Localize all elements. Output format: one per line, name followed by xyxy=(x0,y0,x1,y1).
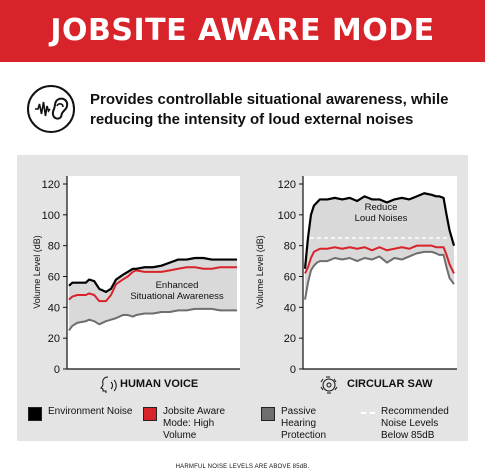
annotation-line-1: Enhanced xyxy=(156,280,199,291)
line-aware-mode xyxy=(304,244,455,274)
y-tick-label: 120 xyxy=(42,179,60,191)
y-tick-label: 100 xyxy=(278,210,296,222)
y-axis-label: Volume Level (dB) xyxy=(32,235,42,309)
ear-sound-icon xyxy=(27,85,75,133)
y-tick-label: 60 xyxy=(48,272,60,284)
line-passive-protection xyxy=(304,250,455,300)
y-tick-label: 20 xyxy=(284,333,296,345)
legend-swatch xyxy=(261,407,275,421)
line-environment-noise xyxy=(68,256,237,294)
y-tick-label: 80 xyxy=(48,241,60,253)
y-tick-label: 80 xyxy=(284,241,296,253)
chart-circular-saw: 0 20 40 60 80 100 120 Volume Level (dB) Reduce… xyxy=(255,176,457,394)
footer-note: HARMFUL NOISE LEVELS ARE ABOVE 85dB. xyxy=(175,464,310,470)
chart-band-area xyxy=(69,258,237,331)
legend-dash xyxy=(361,412,375,414)
annotation-line-2: Loud Noises xyxy=(355,213,408,224)
intro-text: Provides controllable situational awaren… xyxy=(90,91,449,128)
legend-item-aware-mode: Jobsite Aware Mode: High Volume xyxy=(143,406,248,442)
chart-title: HUMAN VOICE xyxy=(120,378,198,390)
y-tick-label: 60 xyxy=(284,272,296,284)
line-aware-mode xyxy=(68,266,237,303)
saw-blade-icon xyxy=(320,376,338,394)
header-banner: JOBSITE AWARE MODE xyxy=(0,0,485,62)
legend-item-recommended: Recommended Noise Levels Below 85dB xyxy=(361,406,465,442)
y-tick-label: 0 xyxy=(54,364,60,376)
legend-label: Passive Hearing Protection xyxy=(281,406,327,441)
page-title: JOBSITE AWARE MODE xyxy=(50,13,435,48)
y-axis-label: Volume Level (dB) xyxy=(255,235,265,309)
line-passive-protection xyxy=(68,307,237,332)
legend-swatch xyxy=(28,407,42,421)
y-tick-label: 20 xyxy=(48,333,60,345)
chart-human-voice: 0 20 40 60 80 100 120 Volume Level (dB) Enhanc… xyxy=(32,176,240,393)
legend-label: Environment Noise xyxy=(48,406,133,417)
chart-title: CIRCULAR SAW xyxy=(347,378,433,390)
y-tick-label: 40 xyxy=(284,302,296,314)
y-tick-label: 40 xyxy=(48,302,60,314)
legend-swatch xyxy=(143,407,157,421)
talking-head-icon xyxy=(100,376,117,393)
line-environment-noise xyxy=(303,192,456,269)
legend-item-environment: Environment Noise xyxy=(28,406,132,421)
legend-label: Jobsite Aware Mode: High Volume xyxy=(163,406,226,441)
legend-label: Recommended Noise Levels Below 85dB xyxy=(381,406,449,441)
annotation-line-2: Situational Awareness xyxy=(130,291,224,302)
y-tick-label: 120 xyxy=(278,179,296,191)
y-tick-label: 100 xyxy=(42,210,60,222)
legend-item-passive: Passive Hearing Protection xyxy=(261,406,353,442)
annotation-line-1: Reduce xyxy=(365,202,398,213)
y-tick-label: 0 xyxy=(290,364,296,376)
